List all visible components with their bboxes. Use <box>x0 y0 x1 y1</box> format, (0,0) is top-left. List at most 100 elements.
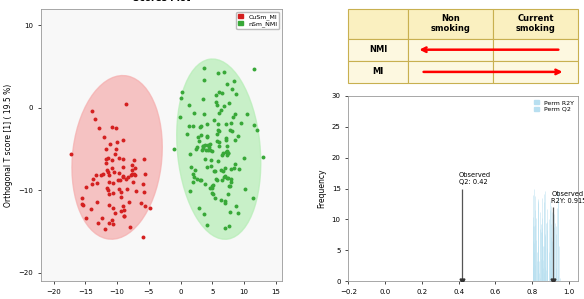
Point <box>195 177 204 182</box>
Point <box>227 86 237 91</box>
Point <box>141 171 150 176</box>
Point <box>81 215 91 220</box>
Point <box>219 151 228 156</box>
Point <box>226 120 235 125</box>
Point <box>140 203 150 208</box>
Point <box>117 190 126 194</box>
Point <box>212 138 221 143</box>
Point <box>119 156 128 161</box>
Point <box>102 157 111 162</box>
Point <box>205 141 214 146</box>
Point <box>223 82 232 86</box>
Point <box>193 145 202 150</box>
Point <box>185 188 194 193</box>
Point <box>105 202 114 207</box>
Point <box>91 173 100 178</box>
Point <box>211 176 221 181</box>
Point <box>87 109 96 113</box>
Point <box>221 121 231 126</box>
Point <box>126 225 135 229</box>
Point <box>109 181 118 185</box>
Point <box>178 90 187 95</box>
Point <box>140 189 149 194</box>
Bar <box>348 9 408 39</box>
Point <box>137 200 146 205</box>
Point <box>104 180 113 184</box>
Point <box>118 173 127 178</box>
Point <box>199 111 208 116</box>
Point <box>193 135 203 139</box>
Ellipse shape <box>177 59 261 239</box>
Point <box>106 142 115 147</box>
Point <box>203 147 213 152</box>
Point <box>93 220 103 225</box>
Point <box>127 171 136 176</box>
Point <box>190 168 200 173</box>
Point <box>226 180 235 185</box>
Point <box>122 187 131 191</box>
Point <box>217 91 227 96</box>
Point <box>196 123 205 128</box>
Point <box>223 153 232 158</box>
Point <box>66 152 75 157</box>
Point <box>189 123 198 128</box>
Point <box>103 187 112 192</box>
Point <box>116 178 125 182</box>
Point <box>232 204 241 208</box>
Point <box>200 157 210 161</box>
Point <box>203 142 213 147</box>
Point <box>102 168 112 173</box>
Point <box>119 214 128 219</box>
Point <box>239 156 248 161</box>
Point <box>192 146 201 151</box>
Point <box>240 186 249 191</box>
Point <box>224 184 234 189</box>
Point <box>213 128 223 132</box>
Point <box>210 169 219 174</box>
Point <box>216 198 225 203</box>
Point <box>116 194 126 199</box>
Point <box>100 226 110 231</box>
Point <box>222 143 231 148</box>
Point <box>206 185 215 190</box>
Point <box>249 67 258 72</box>
Point <box>221 138 230 143</box>
Point <box>77 202 86 206</box>
Point <box>110 210 120 215</box>
Point <box>194 206 204 211</box>
Point <box>109 205 118 210</box>
Point <box>119 203 128 208</box>
Point <box>200 142 210 147</box>
Point <box>199 97 208 101</box>
Point <box>93 199 102 204</box>
Point <box>114 171 124 176</box>
Point <box>182 132 192 137</box>
Point <box>199 77 208 82</box>
Point <box>100 135 109 140</box>
Point <box>234 210 243 215</box>
Point <box>223 151 232 155</box>
Point <box>184 103 193 108</box>
Point <box>199 65 208 70</box>
Point <box>129 157 138 162</box>
Point <box>208 191 218 196</box>
Text: Non
smoking: Non smoking <box>430 14 471 33</box>
Point <box>230 166 239 170</box>
Point <box>109 170 119 175</box>
Point <box>225 128 235 133</box>
Point <box>212 93 221 98</box>
Point <box>78 203 88 208</box>
Point <box>92 181 101 185</box>
Point <box>145 206 155 211</box>
Point <box>221 166 230 171</box>
Point <box>103 170 113 175</box>
Point <box>209 169 218 174</box>
Point <box>116 208 126 213</box>
Point <box>234 167 244 171</box>
Point <box>107 158 117 163</box>
Point <box>198 146 207 151</box>
Point <box>259 155 268 159</box>
Point <box>114 187 123 192</box>
Point <box>108 222 117 227</box>
Point <box>190 175 199 180</box>
